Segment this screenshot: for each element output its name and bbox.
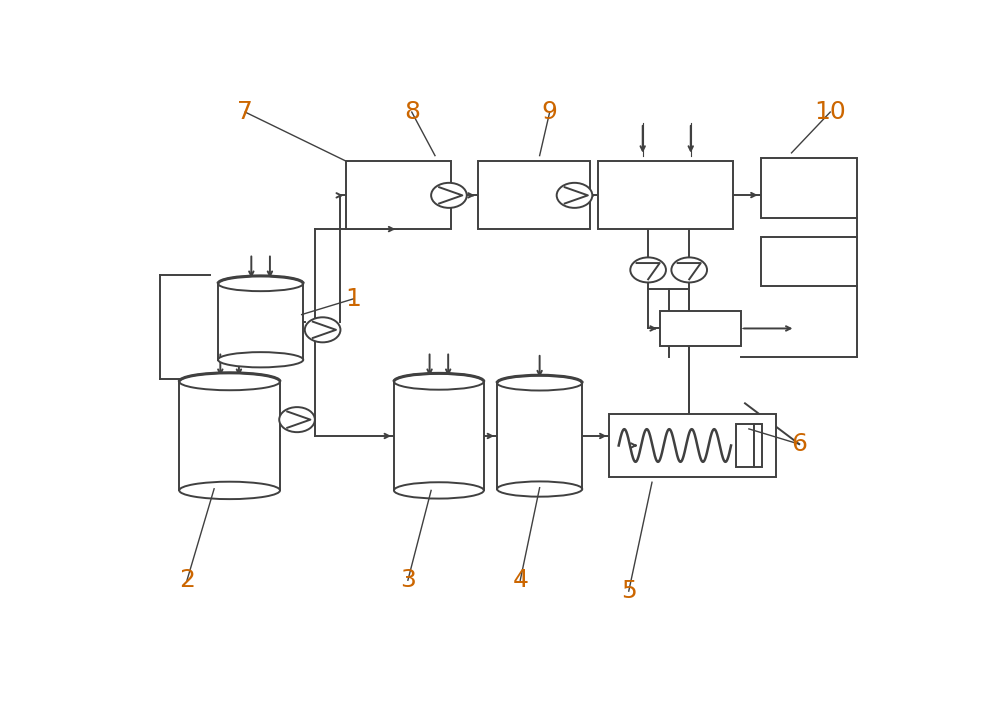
Bar	[660, 311, 741, 346]
Ellipse shape	[218, 352, 303, 368]
Bar	[754, 424, 762, 467]
Text: 8: 8	[404, 100, 420, 124]
Text: 2: 2	[179, 568, 195, 592]
Ellipse shape	[179, 481, 280, 499]
Ellipse shape	[497, 481, 582, 497]
Text: 7: 7	[237, 100, 253, 124]
Bar	[736, 424, 754, 467]
Bar	[761, 158, 857, 218]
Bar	[394, 382, 484, 491]
Ellipse shape	[218, 276, 303, 291]
Text: 4: 4	[512, 568, 528, 592]
Bar	[598, 161, 733, 229]
Bar	[761, 238, 857, 286]
Text: 1: 1	[346, 287, 362, 311]
Circle shape	[305, 317, 340, 342]
Bar	[346, 161, 450, 229]
Bar	[179, 382, 280, 491]
Bar	[609, 414, 776, 477]
Circle shape	[557, 183, 592, 208]
Text: 9: 9	[542, 100, 558, 124]
Ellipse shape	[179, 373, 280, 390]
Ellipse shape	[394, 482, 484, 498]
Circle shape	[431, 183, 467, 208]
Ellipse shape	[394, 373, 484, 390]
Circle shape	[279, 407, 315, 432]
Circle shape	[630, 257, 666, 283]
Text: 6: 6	[791, 432, 807, 456]
Ellipse shape	[497, 375, 582, 390]
Text: 10: 10	[814, 100, 846, 124]
Text: 5: 5	[621, 579, 637, 603]
Bar	[478, 161, 590, 229]
Text: 3: 3	[400, 568, 416, 592]
Bar	[497, 383, 582, 489]
Bar	[218, 284, 303, 360]
Circle shape	[671, 257, 707, 283]
